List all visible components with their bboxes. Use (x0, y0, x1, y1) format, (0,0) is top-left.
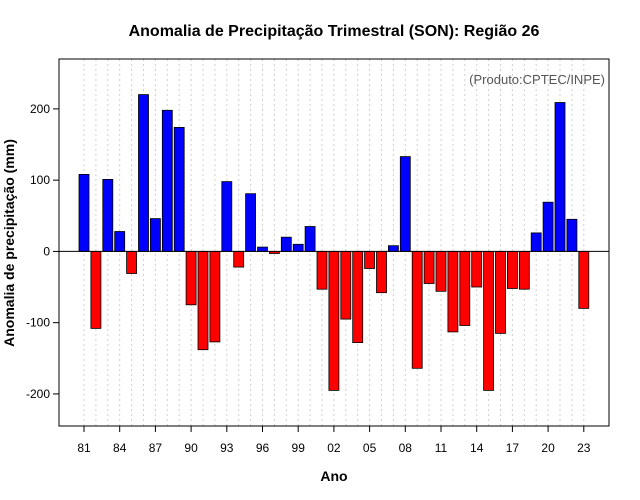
bar-1986 (138, 94, 149, 252)
bar-1996 (257, 246, 268, 252)
bar-1990 (185, 250, 197, 306)
x-tick-label: 05 (363, 441, 377, 455)
bar-1984 (114, 231, 126, 252)
bar-2011 (435, 250, 447, 292)
bar-2022 (566, 218, 578, 252)
y-axis-label: Anomalia de precipitação (mm) (1, 139, 17, 347)
x-tick-label: 11 (435, 441, 448, 455)
x-axis-label: Ano (320, 468, 347, 484)
x-tick-label: 23 (577, 441, 591, 455)
bar-2018 (518, 250, 530, 290)
bar-2006 (376, 250, 387, 294)
x-tick-label: 02 (327, 441, 341, 455)
bar-1991 (197, 250, 209, 351)
bar-2008 (399, 156, 411, 252)
x-tick-label: 99 (292, 441, 306, 455)
bar-1988 (161, 109, 173, 252)
bar-2001 (316, 250, 328, 290)
bar-1989 (173, 127, 185, 252)
x-tick-label: 87 (149, 441, 163, 455)
y-axis: -200 -100 0 100 200 (26, 102, 59, 401)
y-tick-label: 0 (43, 244, 50, 258)
x-tick-label: 81 (77, 441, 91, 455)
x-tick-label: 93 (220, 441, 234, 455)
bar-2012 (447, 250, 459, 333)
bar-1983 (102, 178, 114, 252)
bar-2016 (495, 250, 506, 334)
bar-1992 (209, 250, 221, 343)
bar-2007 (387, 245, 399, 252)
bar-1985 (126, 250, 137, 274)
bar-2005 (364, 250, 376, 269)
bar-2019 (530, 232, 542, 252)
y-tick-label: -200 (26, 387, 50, 401)
x-tick-label: 96 (256, 441, 270, 455)
y-tick-label: -100 (26, 316, 50, 330)
bar-2014 (471, 250, 483, 288)
x-axis: 81 84 87 90 93 96 99 02 05 08 11 14 17 20 23 (77, 426, 591, 455)
chart-title: Anomalia de Precipitação Trimestral (SON… (129, 23, 540, 40)
bar-2010 (423, 250, 435, 284)
bar-1981 (78, 173, 90, 252)
bar-2021 (554, 102, 566, 252)
bar-2003 (340, 250, 352, 320)
x-tick-label: 20 (541, 441, 555, 455)
bar-1987 (149, 218, 161, 252)
bar-2009 (411, 250, 423, 369)
credit-text: (Produto:CPTEC/INPE) (469, 72, 605, 87)
bar-1994 (233, 250, 245, 268)
bar-2020 (542, 201, 554, 252)
bar-1993 (221, 181, 233, 252)
bar-1999 (292, 243, 304, 252)
grid (83, 59, 585, 426)
bar-2023 (578, 250, 590, 309)
bar-2017 (506, 250, 518, 289)
bar-2013 (459, 250, 471, 326)
bar-2002 (328, 250, 340, 391)
bar-2015 (483, 250, 495, 391)
x-tick-label: 08 (399, 441, 413, 455)
bar-1998 (280, 236, 292, 252)
bar-2004 (352, 250, 364, 343)
bar-2000 (304, 226, 316, 252)
x-tick-label: 14 (470, 441, 484, 455)
bars (78, 94, 590, 391)
x-tick-label: 84 (113, 441, 127, 455)
x-tick-label: 90 (184, 441, 198, 455)
y-tick-label: 200 (30, 102, 50, 116)
bar-1982 (90, 250, 102, 329)
y-tick-label: 100 (30, 173, 50, 187)
x-tick-label: 17 (506, 441, 520, 455)
bar-1995 (245, 193, 257, 252)
